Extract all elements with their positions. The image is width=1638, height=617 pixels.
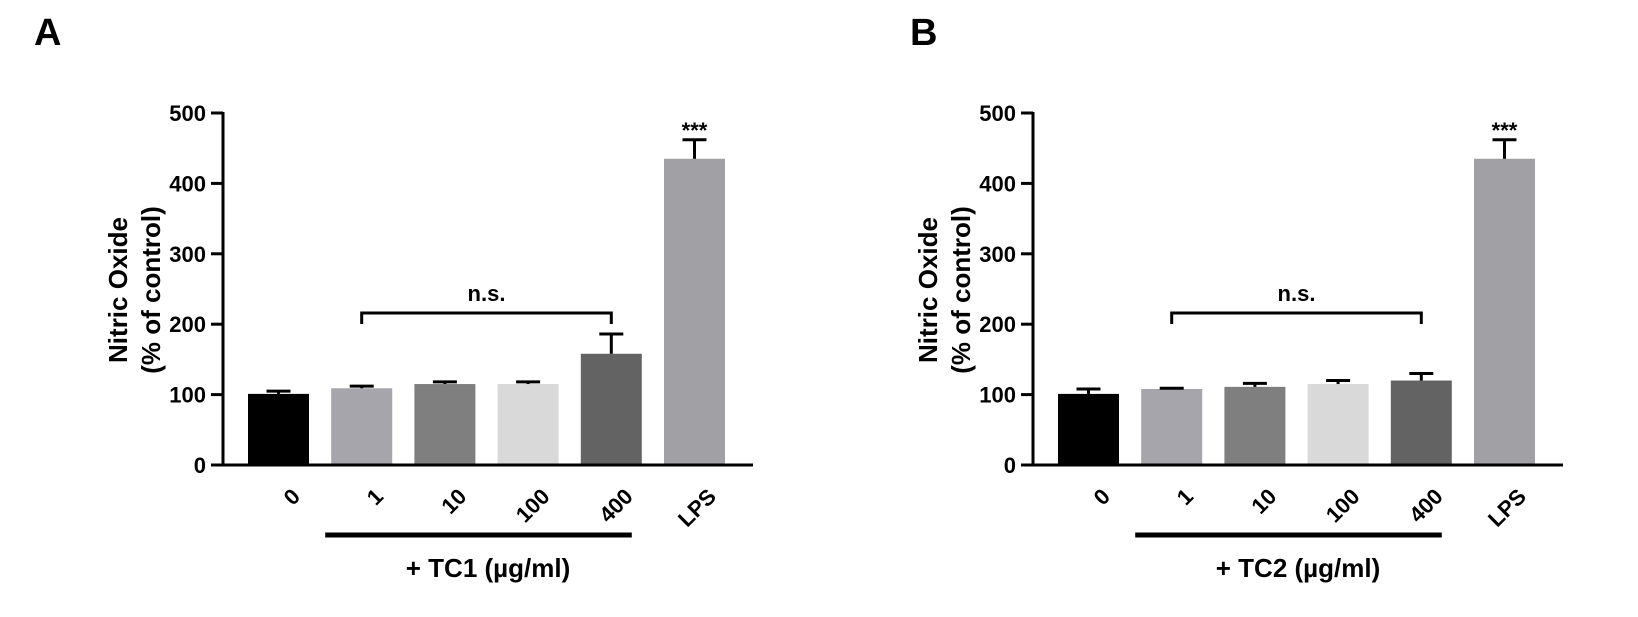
y-tick-label-b-300: 300 (979, 242, 1016, 267)
y-tick-label-a-400: 400 (169, 171, 206, 196)
x-tick-label-b-400: 400 (1404, 484, 1448, 528)
bar-b-0 (1058, 393, 1119, 465)
x-tick-label-b-0: 0 (1089, 484, 1115, 510)
significance-bracket-b (1170, 311, 1423, 324)
bar-a-100 (497, 384, 559, 465)
bar-a-0 (248, 393, 309, 465)
panel-label-b: B (910, 12, 937, 54)
y-tick-label-a-200: 200 (169, 312, 206, 337)
significance-stars-a: *** (682, 118, 708, 143)
plot-area-b: 0 100 200 300 400 500 0 1 10 100 400 LPS n.s. *** (979, 101, 1563, 538)
x-tick-label-b-10: 10 (1246, 484, 1281, 519)
bar-b-lps (1474, 158, 1535, 465)
x-tick-label-b-lps: LPS (1483, 484, 1531, 532)
y-axis-title-b-line2: (% of control) (946, 206, 976, 374)
error-bar-b-0 (1076, 387, 1101, 394)
bar-b-100 (1307, 384, 1369, 465)
y-tick-label-a-100: 100 (169, 383, 206, 408)
y-tick-label-a-500: 500 (169, 101, 206, 126)
y-tick-label-b-100: 100 (979, 383, 1016, 408)
y-tick-label-b-500: 500 (979, 101, 1016, 126)
significance-stars-b: *** (1492, 118, 1518, 143)
bar-a-1 (331, 388, 393, 465)
treatment-label-b: + TC2 (µg/ml) (1216, 553, 1381, 583)
significance-label-ns-a: n.s. (468, 281, 506, 306)
error-bar-b-1 (1159, 386, 1184, 390)
y-tick-label-b-400: 400 (979, 171, 1016, 196)
x-tick-label-b-1: 1 (1172, 484, 1198, 510)
x-tick-label-a-100: 100 (511, 484, 555, 528)
x-tick-label-a-lps: LPS (673, 484, 721, 532)
error-bar-b-100 (1326, 379, 1351, 385)
error-bar-a-100 (516, 380, 541, 385)
x-tick-label-a-1: 1 (362, 484, 388, 510)
error-bar-b-10 (1242, 381, 1267, 387)
x-tick-label-a-10: 10 (436, 484, 471, 519)
y-tick-label-a-0: 0 (194, 453, 206, 478)
x-tick-label-a-400: 400 (594, 484, 638, 528)
bar-b-10 (1224, 386, 1286, 465)
panel-b: B Nitric Oxide (% of control) 0100200300… (910, 12, 1563, 583)
error-bar-a-lps (682, 138, 707, 159)
significance-bracket-a (360, 311, 613, 324)
bar-a-10 (414, 384, 476, 465)
bar-a-400 (580, 353, 642, 465)
y-axis-title-a-line2: (% of control) (136, 206, 166, 374)
bar-a-lps (664, 158, 725, 465)
y-tick-label-b-200: 200 (979, 312, 1016, 337)
treatment-label-a: + TC1 (µg/ml) (406, 553, 571, 583)
y-axis-title-a-line1: Nitric Oxide (103, 217, 133, 363)
error-bar-b-lps (1492, 138, 1517, 159)
error-bar-a-400 (599, 332, 624, 354)
error-bar-a-10 (432, 380, 457, 385)
y-axis-title-b-line1: Nitric Oxide (913, 217, 943, 363)
x-tick-label-a-0: 0 (279, 484, 305, 510)
x-tick-label-b-100: 100 (1321, 484, 1365, 528)
panel-label-a: A (34, 12, 61, 54)
bar-b-1 (1141, 388, 1203, 465)
significance-label-ns-b: n.s. (1278, 281, 1316, 306)
bar-b-400 (1390, 380, 1452, 465)
y-tick-label-a-300: 300 (169, 242, 206, 267)
error-bar-a-0 (266, 389, 291, 394)
panel-a: A Nitric Oxide (% of control) 0100200300… (34, 12, 753, 583)
plot-area-a: 0 100 200 300 400 500 0 1 10 100 400 LPS n.s. *** (169, 101, 753, 538)
error-bar-a-1 (349, 384, 374, 389)
error-bar-b-400 (1409, 371, 1434, 381)
y-tick-label-b-0: 0 (1004, 453, 1016, 478)
